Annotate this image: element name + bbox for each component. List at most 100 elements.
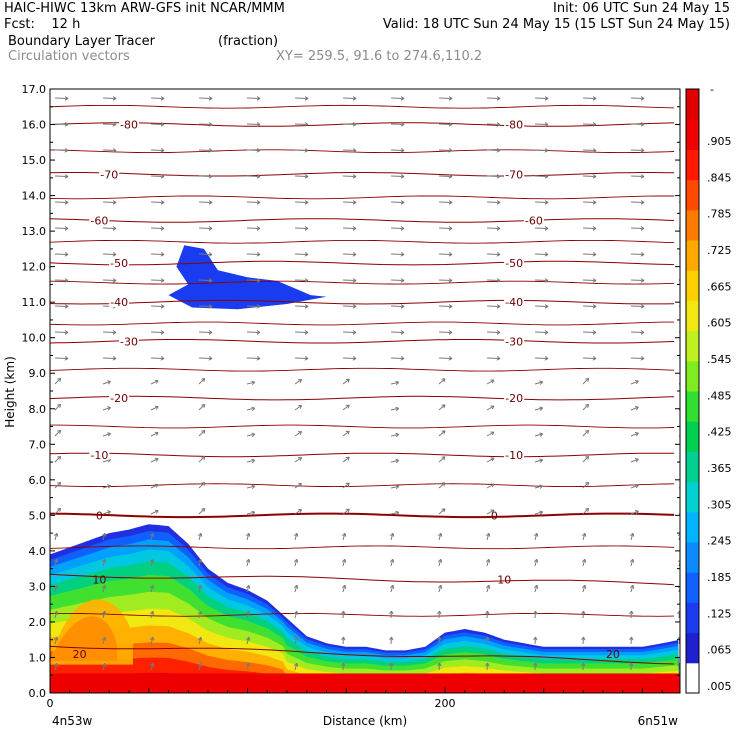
colorbar-label: .125 — [707, 607, 732, 620]
wind-vector-head — [160, 174, 165, 179]
contour--80 — [50, 122, 675, 127]
wind-vector-head — [592, 304, 597, 309]
wind-vector — [294, 331, 309, 333]
wind-vector-head — [448, 174, 453, 179]
wind-vector — [486, 483, 495, 489]
wind-vector-head — [107, 406, 111, 411]
x-tick-label: 200 — [434, 697, 455, 710]
wind-vector — [678, 662, 680, 671]
wind-vector-head — [245, 662, 251, 667]
wind-vector-head — [208, 200, 213, 205]
wind-vector — [534, 149, 549, 151]
contour--70 — [50, 172, 675, 177]
wind-vector-head — [400, 96, 405, 101]
wind-vector — [438, 482, 446, 489]
wind-vector — [390, 175, 405, 177]
wind-vector — [390, 201, 405, 203]
contour-label-bg — [89, 214, 110, 226]
contour-label: 10 — [92, 573, 106, 586]
wind-vector-head — [441, 430, 446, 435]
wind-vector — [582, 429, 589, 437]
header-line2-left: Fcst: 12 h — [4, 17, 81, 32]
wind-vector-head — [448, 122, 453, 127]
colorbar-swatch — [686, 662, 699, 694]
wind-vector-head — [53, 584, 59, 589]
wind-vector — [390, 97, 405, 99]
wind-vector-head — [634, 432, 639, 437]
wind-vector-head — [496, 200, 501, 205]
wind-vector-head — [400, 252, 405, 257]
wind-vector — [342, 357, 357, 359]
wind-vector — [534, 610, 536, 619]
colorbar-swatch — [686, 240, 699, 271]
contour-label: -40 — [110, 296, 128, 309]
wind-vector — [630, 406, 639, 411]
wind-vector-head — [539, 406, 544, 411]
wind-vector-head — [251, 406, 256, 412]
wind-vector-head — [544, 278, 549, 283]
wind-vector-head — [640, 356, 645, 361]
wind-vector-head — [57, 377, 62, 382]
wind-vector-head — [485, 532, 491, 537]
wind-vector — [438, 585, 442, 593]
wind-vector — [582, 533, 586, 541]
wind-vector — [102, 585, 106, 593]
header-line1-right: Init: 06 UTC Sun 24 May 15 — [553, 1, 730, 16]
wind-vector — [390, 331, 405, 333]
wind-vector — [630, 380, 639, 385]
wind-vector — [246, 459, 255, 463]
wind-vector-head — [256, 174, 261, 179]
wind-vector-head — [341, 662, 346, 667]
wind-vector — [102, 279, 117, 281]
wind-vector — [102, 331, 117, 333]
wind-vector-head — [441, 456, 446, 461]
wind-vector — [294, 663, 298, 671]
wind-vector — [150, 533, 154, 541]
wind-vector — [198, 331, 213, 333]
tracer-surface-layer — [50, 673, 680, 693]
wind-vector-head — [629, 662, 634, 667]
contour-label-bg — [109, 257, 130, 269]
wind-vector — [294, 533, 298, 541]
wind-vector — [150, 663, 154, 671]
wind-vector — [54, 227, 69, 229]
wind-vector-head — [544, 356, 549, 361]
wind-vector — [342, 175, 357, 177]
wind-vector — [438, 508, 446, 515]
contour-label-bg — [118, 118, 139, 130]
wind-vector-head — [160, 278, 165, 283]
wind-vector-head — [581, 636, 586, 641]
wind-vector-head — [352, 96, 357, 101]
wind-vector — [534, 533, 538, 541]
wind-vector — [390, 485, 399, 489]
wind-vector-head — [304, 174, 309, 179]
wind-vector-head — [298, 431, 303, 435]
wind-vector — [582, 377, 589, 385]
contour--60 — [50, 218, 675, 223]
wind-vector-head — [448, 356, 453, 361]
wind-vector-head — [341, 636, 346, 641]
wind-vector-head — [245, 558, 251, 563]
wind-vector — [438, 636, 440, 645]
y-tick-label: 3.0 — [29, 580, 47, 593]
wind-vector-head — [160, 226, 165, 231]
wind-vector — [582, 253, 597, 255]
wind-vector — [150, 305, 165, 307]
wind-vector — [246, 97, 261, 99]
wind-vector-head — [160, 200, 165, 205]
wind-vector-head — [634, 510, 639, 515]
colorbar-label: .485 — [707, 389, 732, 402]
wind-vector — [342, 559, 346, 567]
wind-vector — [390, 407, 399, 411]
wind-vector-head — [154, 379, 159, 384]
wind-vector-head — [533, 584, 539, 589]
wind-vector-head — [490, 379, 495, 384]
wind-vector-head — [640, 252, 645, 257]
colorbar-swatch — [686, 270, 699, 301]
wind-vector — [198, 430, 206, 437]
wind-vector-head — [592, 122, 597, 127]
wind-vector-head — [304, 122, 309, 127]
wind-vector-head — [53, 558, 59, 563]
wind-vector — [534, 485, 543, 489]
wind-vector — [582, 610, 584, 619]
